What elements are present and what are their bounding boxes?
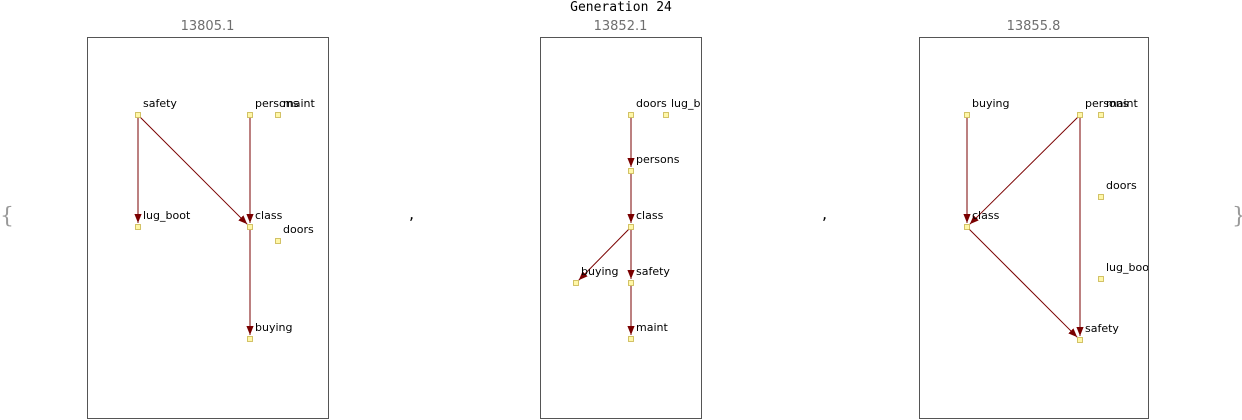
node-label-buying: buying bbox=[581, 265, 618, 278]
node-buying bbox=[964, 112, 970, 118]
node-label-doors: doors bbox=[1106, 179, 1137, 192]
node-persons bbox=[247, 112, 253, 118]
graph-2-canvas: doors lug_bootpersons class buying safety mai… bbox=[573, 97, 702, 342]
node-label-class: class bbox=[636, 209, 664, 222]
node-doors bbox=[275, 238, 281, 244]
node-lug_boot bbox=[1098, 276, 1104, 282]
node-persons bbox=[1077, 112, 1083, 118]
node-doors bbox=[1098, 194, 1104, 200]
node-lug_boot bbox=[135, 224, 141, 230]
node-label-maint: maint bbox=[283, 97, 315, 110]
node-label-maint: maint bbox=[1106, 97, 1138, 110]
node-label-persons: persons bbox=[255, 97, 299, 110]
node-maint bbox=[1098, 112, 1104, 118]
node-label-buying: buying bbox=[972, 97, 1009, 110]
node-label-maint: maint bbox=[636, 321, 668, 334]
node-doors bbox=[628, 112, 634, 118]
node-label-safety: safety bbox=[143, 97, 177, 110]
node-label-doors: doors bbox=[636, 97, 667, 110]
node-label-class: class bbox=[255, 209, 283, 222]
node-class bbox=[964, 224, 970, 230]
node-label-persons: persons bbox=[1085, 97, 1129, 110]
open-brace: { bbox=[0, 204, 14, 229]
graph-3-score: 13855.8 bbox=[1006, 19, 1061, 34]
node-label-lug_boot: lug_boot bbox=[1106, 261, 1149, 274]
node-label-safety: safety bbox=[636, 265, 670, 278]
graph-1-frame: safety persons maint lug_boot class doors buyi… bbox=[87, 37, 329, 419]
node-buying bbox=[247, 336, 253, 342]
close-brace: } bbox=[1232, 204, 1242, 229]
graph-1-score: 13805.1 bbox=[180, 19, 235, 34]
edge-persons-to-class bbox=[969, 116, 1079, 225]
node-persons bbox=[628, 168, 634, 174]
node-label-doors: doors bbox=[283, 223, 314, 236]
node-label-persons: persons bbox=[636, 153, 680, 166]
separator-comma-1: , bbox=[409, 204, 415, 223]
node-label-lug_boot: lug_boot bbox=[143, 209, 191, 222]
node-label-lug_boot: lug_boot bbox=[671, 97, 702, 110]
node-class bbox=[247, 224, 253, 230]
edge-safety-to-class bbox=[139, 116, 248, 225]
node-safety bbox=[135, 112, 141, 118]
node-maint bbox=[628, 336, 634, 342]
generation-title: Generation 24 bbox=[570, 0, 672, 15]
node-label-buying: buying bbox=[255, 321, 292, 334]
node-safety bbox=[628, 280, 634, 286]
edge-class-to-buying bbox=[578, 228, 630, 281]
separator-comma-2: , bbox=[822, 204, 828, 223]
node-safety bbox=[1077, 337, 1083, 343]
node-label-safety: safety bbox=[1085, 322, 1119, 335]
node-maint bbox=[275, 112, 281, 118]
node-lug_boot bbox=[663, 112, 669, 118]
node-label-class: class bbox=[972, 209, 1000, 222]
graph-2-score: 13852.1 bbox=[593, 19, 648, 34]
edge-class-to-safety bbox=[968, 228, 1078, 338]
graph-2-frame: doors lug_bootpersons class buying safety mai… bbox=[540, 37, 702, 419]
node-buying bbox=[573, 280, 579, 286]
node-class bbox=[628, 224, 634, 230]
